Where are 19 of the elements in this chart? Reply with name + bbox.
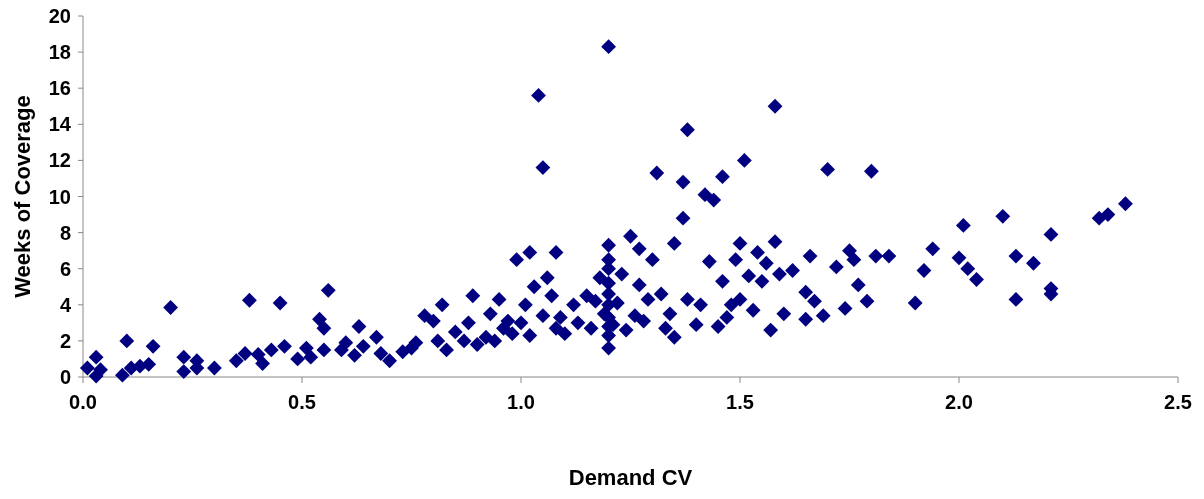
y-tick-label: 12 xyxy=(48,149,71,172)
y-tick-label: 10 xyxy=(48,185,71,208)
y-tick-label: 0 xyxy=(59,366,71,388)
y-tick-label: 14 xyxy=(48,113,72,136)
y-tick-label: 18 xyxy=(48,41,71,64)
x-tick-label: 0.0 xyxy=(69,391,97,413)
y-tick-label: 2 xyxy=(59,329,71,352)
y-axis-title: Weeks of Coverage xyxy=(10,95,35,298)
x-tick-label: 2.5 xyxy=(1164,391,1192,413)
y-tick-label: 4 xyxy=(59,293,72,316)
y-tick-label: 16 xyxy=(48,77,71,100)
y-tick-label: 6 xyxy=(59,257,71,280)
x-tick-label: 1.0 xyxy=(507,391,535,413)
y-tick-label: 8 xyxy=(59,221,71,244)
y-tick-label: 20 xyxy=(48,5,71,27)
x-tick-label: 0.5 xyxy=(288,391,316,413)
x-tick-label: 1.5 xyxy=(726,391,754,413)
x-axis-title: Demand CV xyxy=(568,465,693,490)
x-tick-label: 2.0 xyxy=(945,391,973,413)
